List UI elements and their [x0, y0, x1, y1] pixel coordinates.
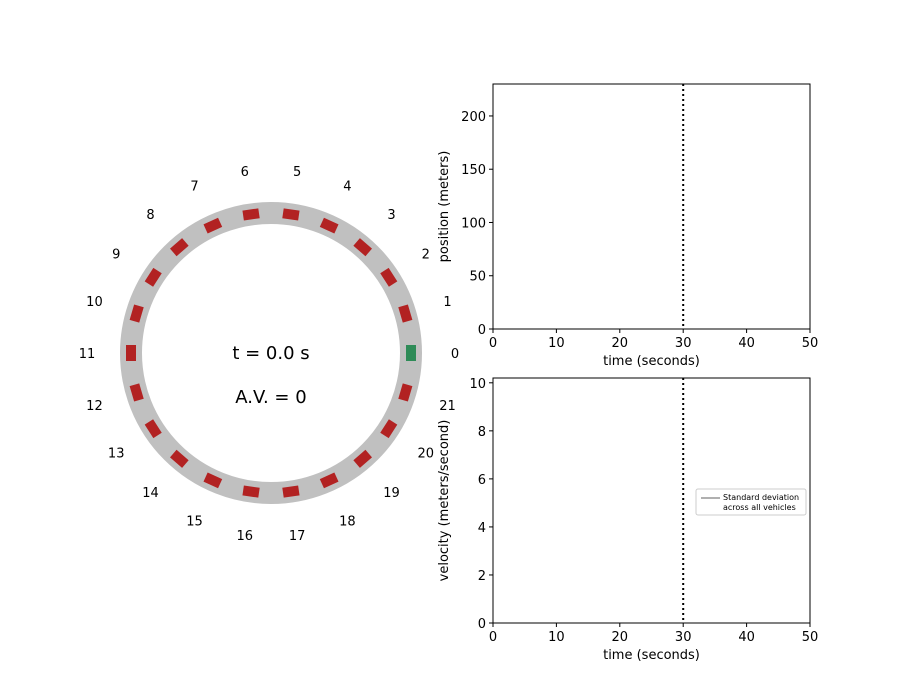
x-tick-label: 0 [489, 336, 497, 351]
vehicle-id-label: 14 [142, 486, 159, 501]
position-plot-area [492, 83, 811, 330]
x-tick-label: 50 [802, 336, 819, 351]
human-vehicle [144, 419, 162, 439]
human-vehicle [380, 419, 398, 439]
vehicle-id-label: 2 [422, 248, 430, 263]
velocity-y-axis-label: velocity (meters/second) [437, 420, 452, 582]
human-vehicle [398, 383, 413, 402]
vehicle-id-label: 1 [443, 295, 451, 310]
vehicle-id-label: 15 [186, 514, 203, 529]
y-tick-label: 4 [478, 521, 486, 536]
y-tick-label: 0 [478, 323, 486, 338]
y-tick-label: 0 [478, 617, 486, 632]
human-vehicle [126, 345, 136, 361]
y-tick-label: 8 [478, 425, 486, 440]
autonomous-vehicle [406, 345, 416, 361]
vehicle-id-label: 8 [146, 208, 154, 223]
vehicle-id-label: 4 [343, 180, 351, 195]
position-y-axis-label: position (meters) [437, 151, 452, 263]
human-vehicle [203, 472, 223, 489]
human-vehicle [282, 485, 300, 498]
human-vehicle [242, 208, 260, 221]
x-tick-label: 0 [489, 630, 497, 645]
vehicle-id-label: 10 [86, 295, 103, 310]
av-count-readout: A.V. = 0 [235, 387, 306, 408]
legend-label-line1: Standard deviation [723, 493, 799, 502]
y-tick-label: 2 [478, 569, 486, 584]
position-y-ticks: 0 50 100 150 200 [461, 110, 493, 338]
x-tick-label: 40 [738, 630, 755, 645]
vehicle-id-label: 20 [418, 446, 435, 461]
velocity-y-ticks: 0 2 4 6 8 10 [469, 377, 493, 632]
vehicle-id-label: 0 [451, 347, 459, 362]
velocity-x-ticks: 0 10 20 30 40 50 [489, 623, 818, 645]
human-vehicle [203, 217, 223, 234]
ring-vehicles [126, 208, 416, 498]
x-tick-label: 20 [612, 336, 629, 351]
x-tick-label: 30 [675, 630, 692, 645]
y-tick-label: 10 [469, 377, 486, 392]
human-vehicle [144, 267, 162, 287]
time-readout: t = 0.0 s [232, 343, 309, 364]
human-vehicle [242, 485, 260, 498]
human-vehicle [319, 217, 339, 234]
vehicle-id-label: 11 [79, 347, 96, 362]
vehicle-id-label: 9 [112, 248, 120, 263]
human-vehicle [169, 449, 189, 468]
x-tick-label: 50 [802, 630, 819, 645]
x-tick-label: 30 [675, 336, 692, 351]
position-x-ticks: 0 10 20 30 40 50 [489, 329, 818, 351]
vehicle-id-label: 13 [108, 446, 125, 461]
vehicle-id-label: 7 [190, 180, 198, 195]
human-vehicle [282, 208, 300, 221]
human-vehicle [169, 238, 189, 257]
vehicle-id-label: 18 [339, 514, 356, 529]
x-tick-label: 10 [548, 630, 565, 645]
velocity-chart: 0 10 20 30 40 50 0 2 4 6 8 10 time (seconds) veloc… [437, 377, 818, 663]
y-tick-label: 150 [461, 163, 486, 178]
human-vehicle [353, 238, 373, 257]
velocity-x-axis-label: time (seconds) [603, 648, 700, 663]
human-vehicle [353, 449, 373, 468]
vehicle-id-label: 5 [293, 165, 301, 180]
x-tick-label: 20 [612, 630, 629, 645]
y-tick-label: 6 [478, 473, 486, 488]
vehicle-id-label: 16 [237, 529, 254, 544]
position-x-axis-label: time (seconds) [603, 354, 700, 369]
vehicle-id-label: 19 [383, 486, 400, 501]
x-tick-label: 10 [548, 336, 565, 351]
human-vehicle [129, 304, 144, 323]
human-vehicle [398, 304, 413, 323]
y-tick-label: 200 [461, 110, 486, 125]
plot-frame [492, 83, 811, 330]
velocity-legend: Standard deviation across all vehicles [695, 488, 807, 516]
legend-box [695, 488, 807, 516]
human-vehicle [319, 472, 339, 489]
vehicle-id-label: 6 [241, 165, 249, 180]
human-vehicle [380, 267, 398, 287]
vehicle-id-label: 21 [439, 399, 456, 414]
vehicle-id-label: 3 [387, 208, 395, 223]
vehicle-id-label: 12 [86, 399, 103, 414]
vehicle-id-label: 17 [289, 529, 306, 544]
y-tick-label: 50 [469, 270, 486, 285]
y-tick-label: 100 [461, 216, 486, 231]
human-vehicle [129, 383, 144, 402]
x-tick-label: 40 [738, 336, 755, 351]
legend-label-line2: across all vehicles [723, 503, 796, 512]
